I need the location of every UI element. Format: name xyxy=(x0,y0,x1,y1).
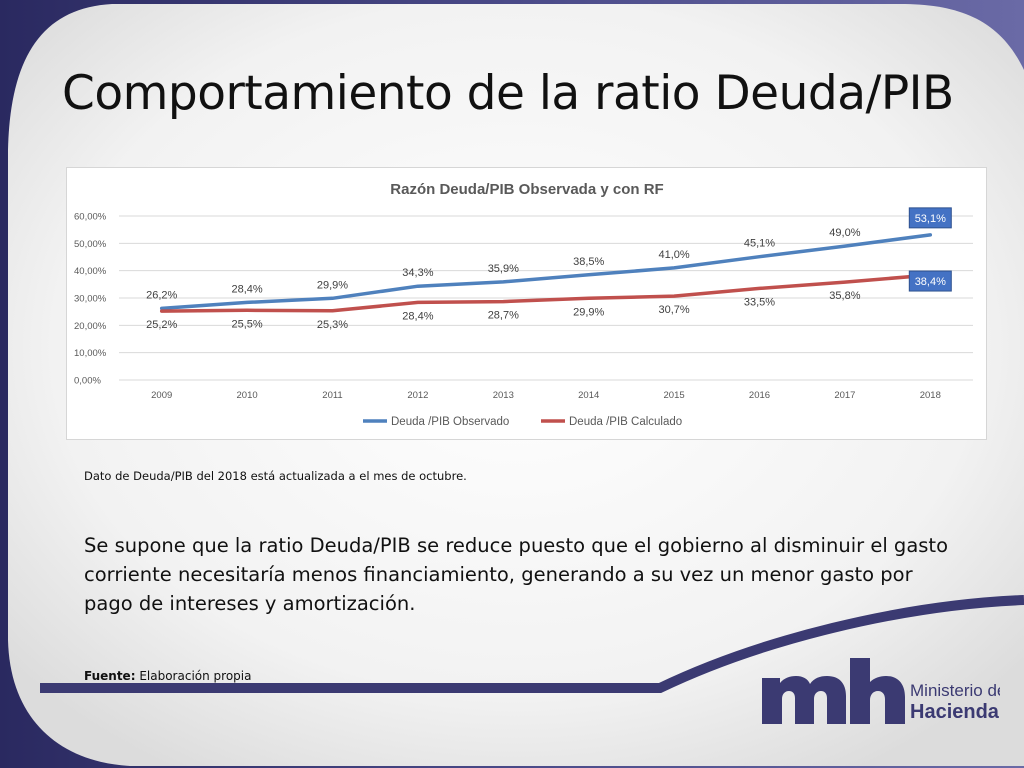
data-label: 45,1% xyxy=(744,238,775,250)
source-label: Fuente: xyxy=(84,669,136,683)
x-tick-label: 2013 xyxy=(493,390,514,401)
x-tick-label: 2015 xyxy=(664,390,685,401)
y-tick-label: 20,00% xyxy=(74,321,107,332)
source-line: Fuente: Elaboración propia xyxy=(84,669,251,683)
source-value: Elaboración propia xyxy=(139,669,252,683)
y-tick-label: 40,00% xyxy=(74,266,107,277)
data-label: 34,3% xyxy=(402,267,433,279)
data-label: 28,4% xyxy=(231,283,262,295)
data-label: 41,0% xyxy=(658,249,689,261)
logo-line1: Ministerio de xyxy=(910,681,1000,700)
x-tick-label: 2017 xyxy=(834,390,855,401)
y-tick-label: 60,00% xyxy=(74,212,107,223)
data-label: 35,8% xyxy=(829,290,860,302)
line-chart: Razón Deuda/PIB Observada y con RF 0,00% 1… xyxy=(74,181,973,428)
data-label: 53,1% xyxy=(915,213,946,225)
page-title: Comportamiento de la ratio Deuda/PIB xyxy=(62,66,954,121)
x-tick-label: 2016 xyxy=(749,390,770,401)
x-tick-label: 2011 xyxy=(322,390,342,401)
data-label: 26,2% xyxy=(146,289,177,301)
x-tick-label: 2012 xyxy=(407,390,428,401)
data-label: 33,5% xyxy=(744,296,775,308)
data-label: 25,2% xyxy=(146,319,177,331)
data-footnote: Dato de Deuda/PIB del 2018 está actualiz… xyxy=(84,469,467,483)
data-label-highlight xyxy=(908,207,952,229)
y-tick-label: 0,00% xyxy=(74,376,101,387)
legend-label: Deuda /PIB Calculado xyxy=(569,416,682,428)
ministerio-hacienda-logo: Ministerio de Hacienda xyxy=(762,658,1000,724)
y-tick-label: 30,00% xyxy=(74,294,107,305)
data-label: 49,0% xyxy=(829,227,860,239)
x-tick-label: 2018 xyxy=(920,390,941,401)
chart-panel: Razón Deuda/PIB Observada y con RF 0,00% 1… xyxy=(66,167,987,440)
x-tick-label: 2014 xyxy=(578,390,599,401)
data-label: 38,4% xyxy=(915,276,946,288)
x-tick-label: 2009 xyxy=(151,390,172,401)
legend-label: Deuda /PIB Observado xyxy=(391,416,509,428)
data-label-highlight xyxy=(908,270,952,292)
series-line-observado xyxy=(159,233,933,311)
y-tick-label: 10,00% xyxy=(74,348,107,359)
data-label: 28,7% xyxy=(488,310,519,322)
data-label: 29,9% xyxy=(317,279,348,291)
data-label: 25,5% xyxy=(231,318,262,330)
data-label: 35,9% xyxy=(488,263,519,275)
chart-title: Razón Deuda/PIB Observada y con RF xyxy=(390,181,663,198)
y-tick-label: 50,00% xyxy=(74,239,107,250)
x-tick-label: 2010 xyxy=(237,390,258,401)
data-label: 28,4% xyxy=(402,310,433,322)
data-label: 30,7% xyxy=(658,304,689,316)
data-label: 38,5% xyxy=(573,256,604,268)
data-label: 25,3% xyxy=(317,319,348,331)
logo-line2: Hacienda xyxy=(910,701,1000,723)
explanation-paragraph: Se supone que la ratio Deuda/PIB se redu… xyxy=(84,534,948,615)
data-label: 29,9% xyxy=(573,306,604,318)
series-line-calculado xyxy=(159,273,933,313)
mh-monogram-icon xyxy=(762,658,905,724)
